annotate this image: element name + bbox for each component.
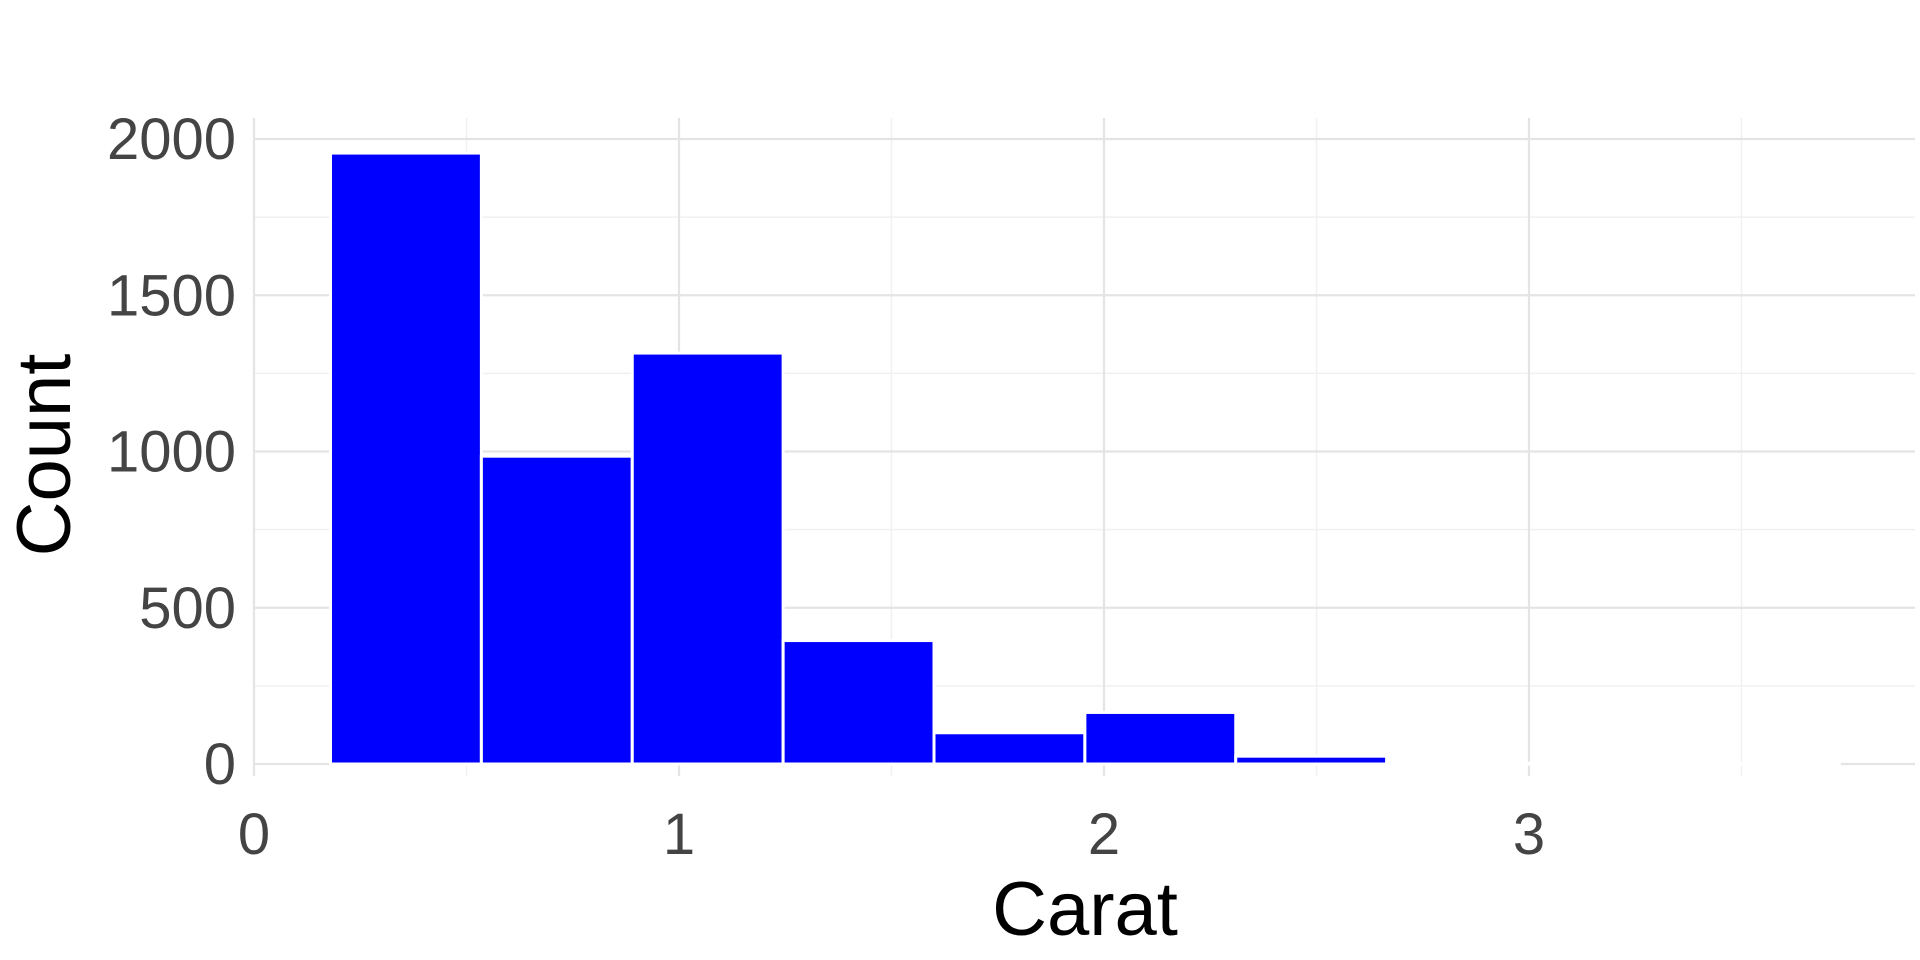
y-tick-label: 500 <box>139 576 236 641</box>
histogram-bar <box>1234 754 1389 766</box>
histogram-bar <box>1686 761 1841 766</box>
y-tick-label: 0 <box>204 732 236 797</box>
histogram-bar <box>932 731 1087 766</box>
x-tick-label: 2 <box>1088 802 1120 867</box>
histogram-bar <box>1385 761 1539 766</box>
histogram-bar <box>329 151 483 766</box>
x-tick-label: 3 <box>1513 802 1545 867</box>
histogram-bar <box>630 351 785 766</box>
x-tick-label: 0 <box>238 802 270 867</box>
x-tick-label: 1 <box>663 802 695 867</box>
histogram-bar <box>781 639 936 766</box>
y-tick-label: 1500 <box>107 263 236 328</box>
y-tick-label: 2000 <box>107 107 236 172</box>
y-axis-title: Count <box>2 354 87 557</box>
histogram-bar <box>1083 710 1238 766</box>
histogram-bars <box>329 151 1841 766</box>
y-tick-label: 1000 <box>107 420 236 485</box>
x-axis-title: Carat <box>992 867 1178 952</box>
histogram-bar <box>479 454 634 766</box>
histogram-bar <box>1536 761 1690 766</box>
x-axis-tick-labels: 0 1 2 3 <box>238 802 1545 867</box>
y-axis-tick-labels: 0 500 1000 1500 2000 <box>107 107 236 797</box>
